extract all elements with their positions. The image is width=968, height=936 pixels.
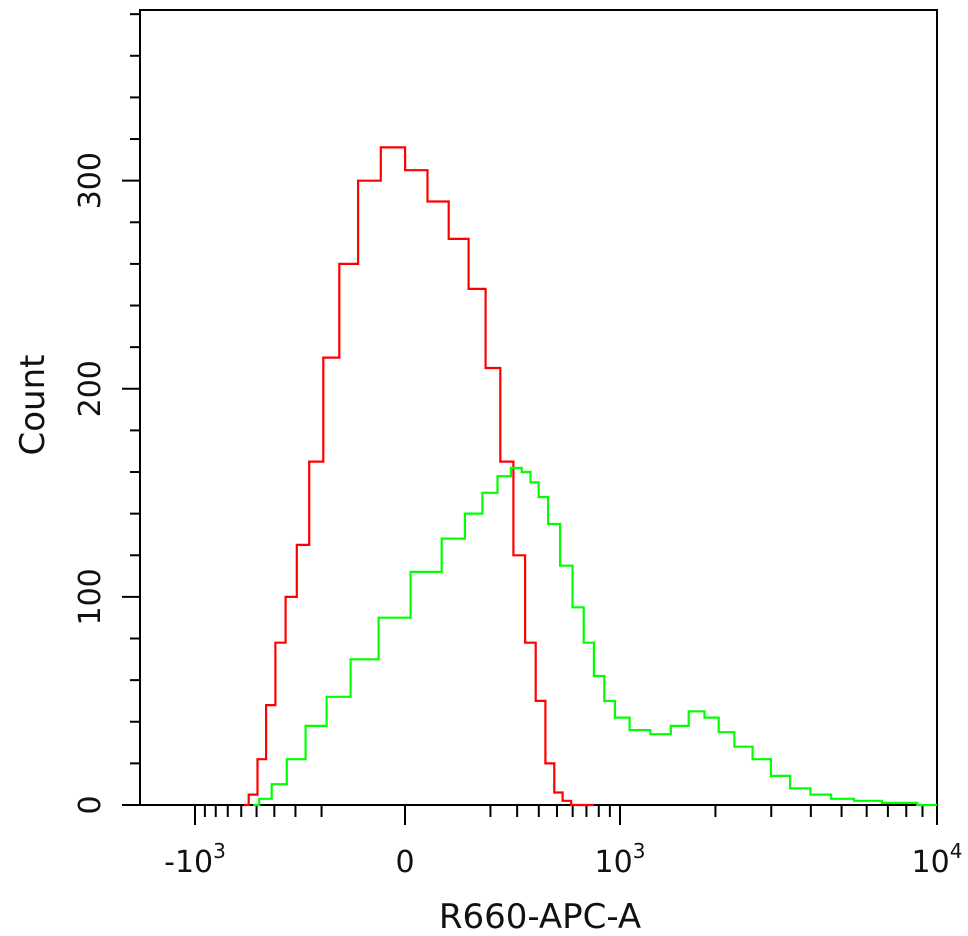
x-axis-ticks: -103 0 103 104	[164, 805, 962, 880]
y-tick-label: 0	[73, 795, 108, 814]
series-line-2	[253, 466, 937, 807]
y-axis-ticks: 0 100 200 300	[73, 13, 140, 815]
x-tick-label: 0	[395, 845, 414, 880]
y-tick-label: 100	[73, 568, 108, 625]
plot-frame	[139, 9, 938, 806]
series-line-1	[244, 146, 594, 807]
y-axis-label: Count	[13, 355, 53, 456]
x-tick-label: -103	[164, 839, 226, 880]
y-tick-label: 200	[73, 360, 108, 417]
y-tick-label: 300	[73, 152, 108, 209]
x-tick-label: 103	[595, 839, 646, 880]
series-layer	[244, 146, 937, 807]
x-tick-label: 104	[912, 839, 963, 880]
x-axis-label: R660-APC-A	[439, 897, 641, 936]
